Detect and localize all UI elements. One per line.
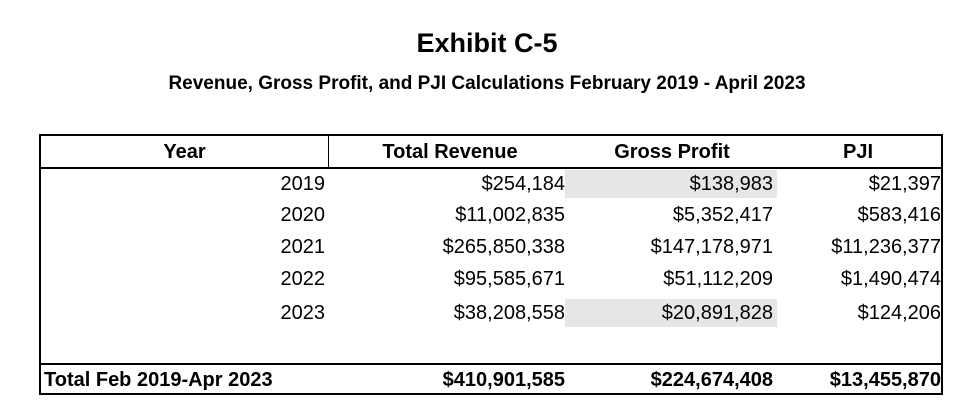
row-2019-gross-profit: $138,983 bbox=[565, 170, 777, 198]
row-2023-gross-profit: $20,891,828 bbox=[565, 299, 777, 327]
row-2021-total-revenue: $265,850,338 bbox=[442, 236, 565, 258]
header-divider bbox=[41, 167, 941, 169]
header-gross-profit: Gross Profit bbox=[614, 141, 730, 163]
header-total-revenue: Total Revenue bbox=[382, 141, 518, 163]
header-column-divider bbox=[328, 136, 329, 168]
row-2019-year: 2019 bbox=[280, 173, 326, 195]
row-2020-gross-profit: $5,352,417 bbox=[672, 204, 773, 226]
row-2019-pji: $21,397 bbox=[868, 173, 941, 195]
total-label: Total Feb 2019-Apr 2023 bbox=[44, 369, 273, 391]
row-2021-pji: $11,236,377 bbox=[831, 236, 941, 258]
row-2022-total-revenue: $95,585,671 bbox=[453, 268, 565, 290]
row-2020-pji: $583,416 bbox=[857, 204, 941, 226]
total-revenue-value: $410,901,585 bbox=[442, 369, 565, 391]
row-2022-year: 2022 bbox=[280, 268, 326, 290]
row-2023-year: 2023 bbox=[280, 302, 326, 324]
row-2022-pji: $1,490,474 bbox=[840, 268, 941, 290]
row-2022-gross-profit: $51,112,209 bbox=[663, 268, 773, 290]
row-2020-total-revenue: $11,002,835 bbox=[455, 204, 565, 226]
exhibit-subtitle: Revenue, Gross Profit, and PJI Calculati… bbox=[168, 73, 806, 94]
revenue-table: Year Total Revenue Gross Profit PJI 2019… bbox=[39, 134, 943, 395]
row-2021-year: 2021 bbox=[280, 236, 326, 258]
exhibit-title: Exhibit C-5 bbox=[416, 28, 558, 58]
total-pji-value: $13,455,870 bbox=[829, 369, 941, 391]
row-2023-pji: $124,206 bbox=[857, 302, 941, 324]
header-pji: PJI bbox=[842, 141, 874, 163]
total-gross-profit-value: $224,674,408 bbox=[650, 369, 773, 391]
row-2019-total-revenue: $254,184 bbox=[481, 173, 565, 195]
total-divider bbox=[41, 363, 941, 365]
row-2021-gross-profit: $147,178,971 bbox=[650, 236, 773, 258]
row-2020-year: 2020 bbox=[280, 204, 326, 226]
header-year: Year bbox=[163, 141, 206, 163]
row-2023-total-revenue: $38,208,558 bbox=[453, 302, 565, 324]
